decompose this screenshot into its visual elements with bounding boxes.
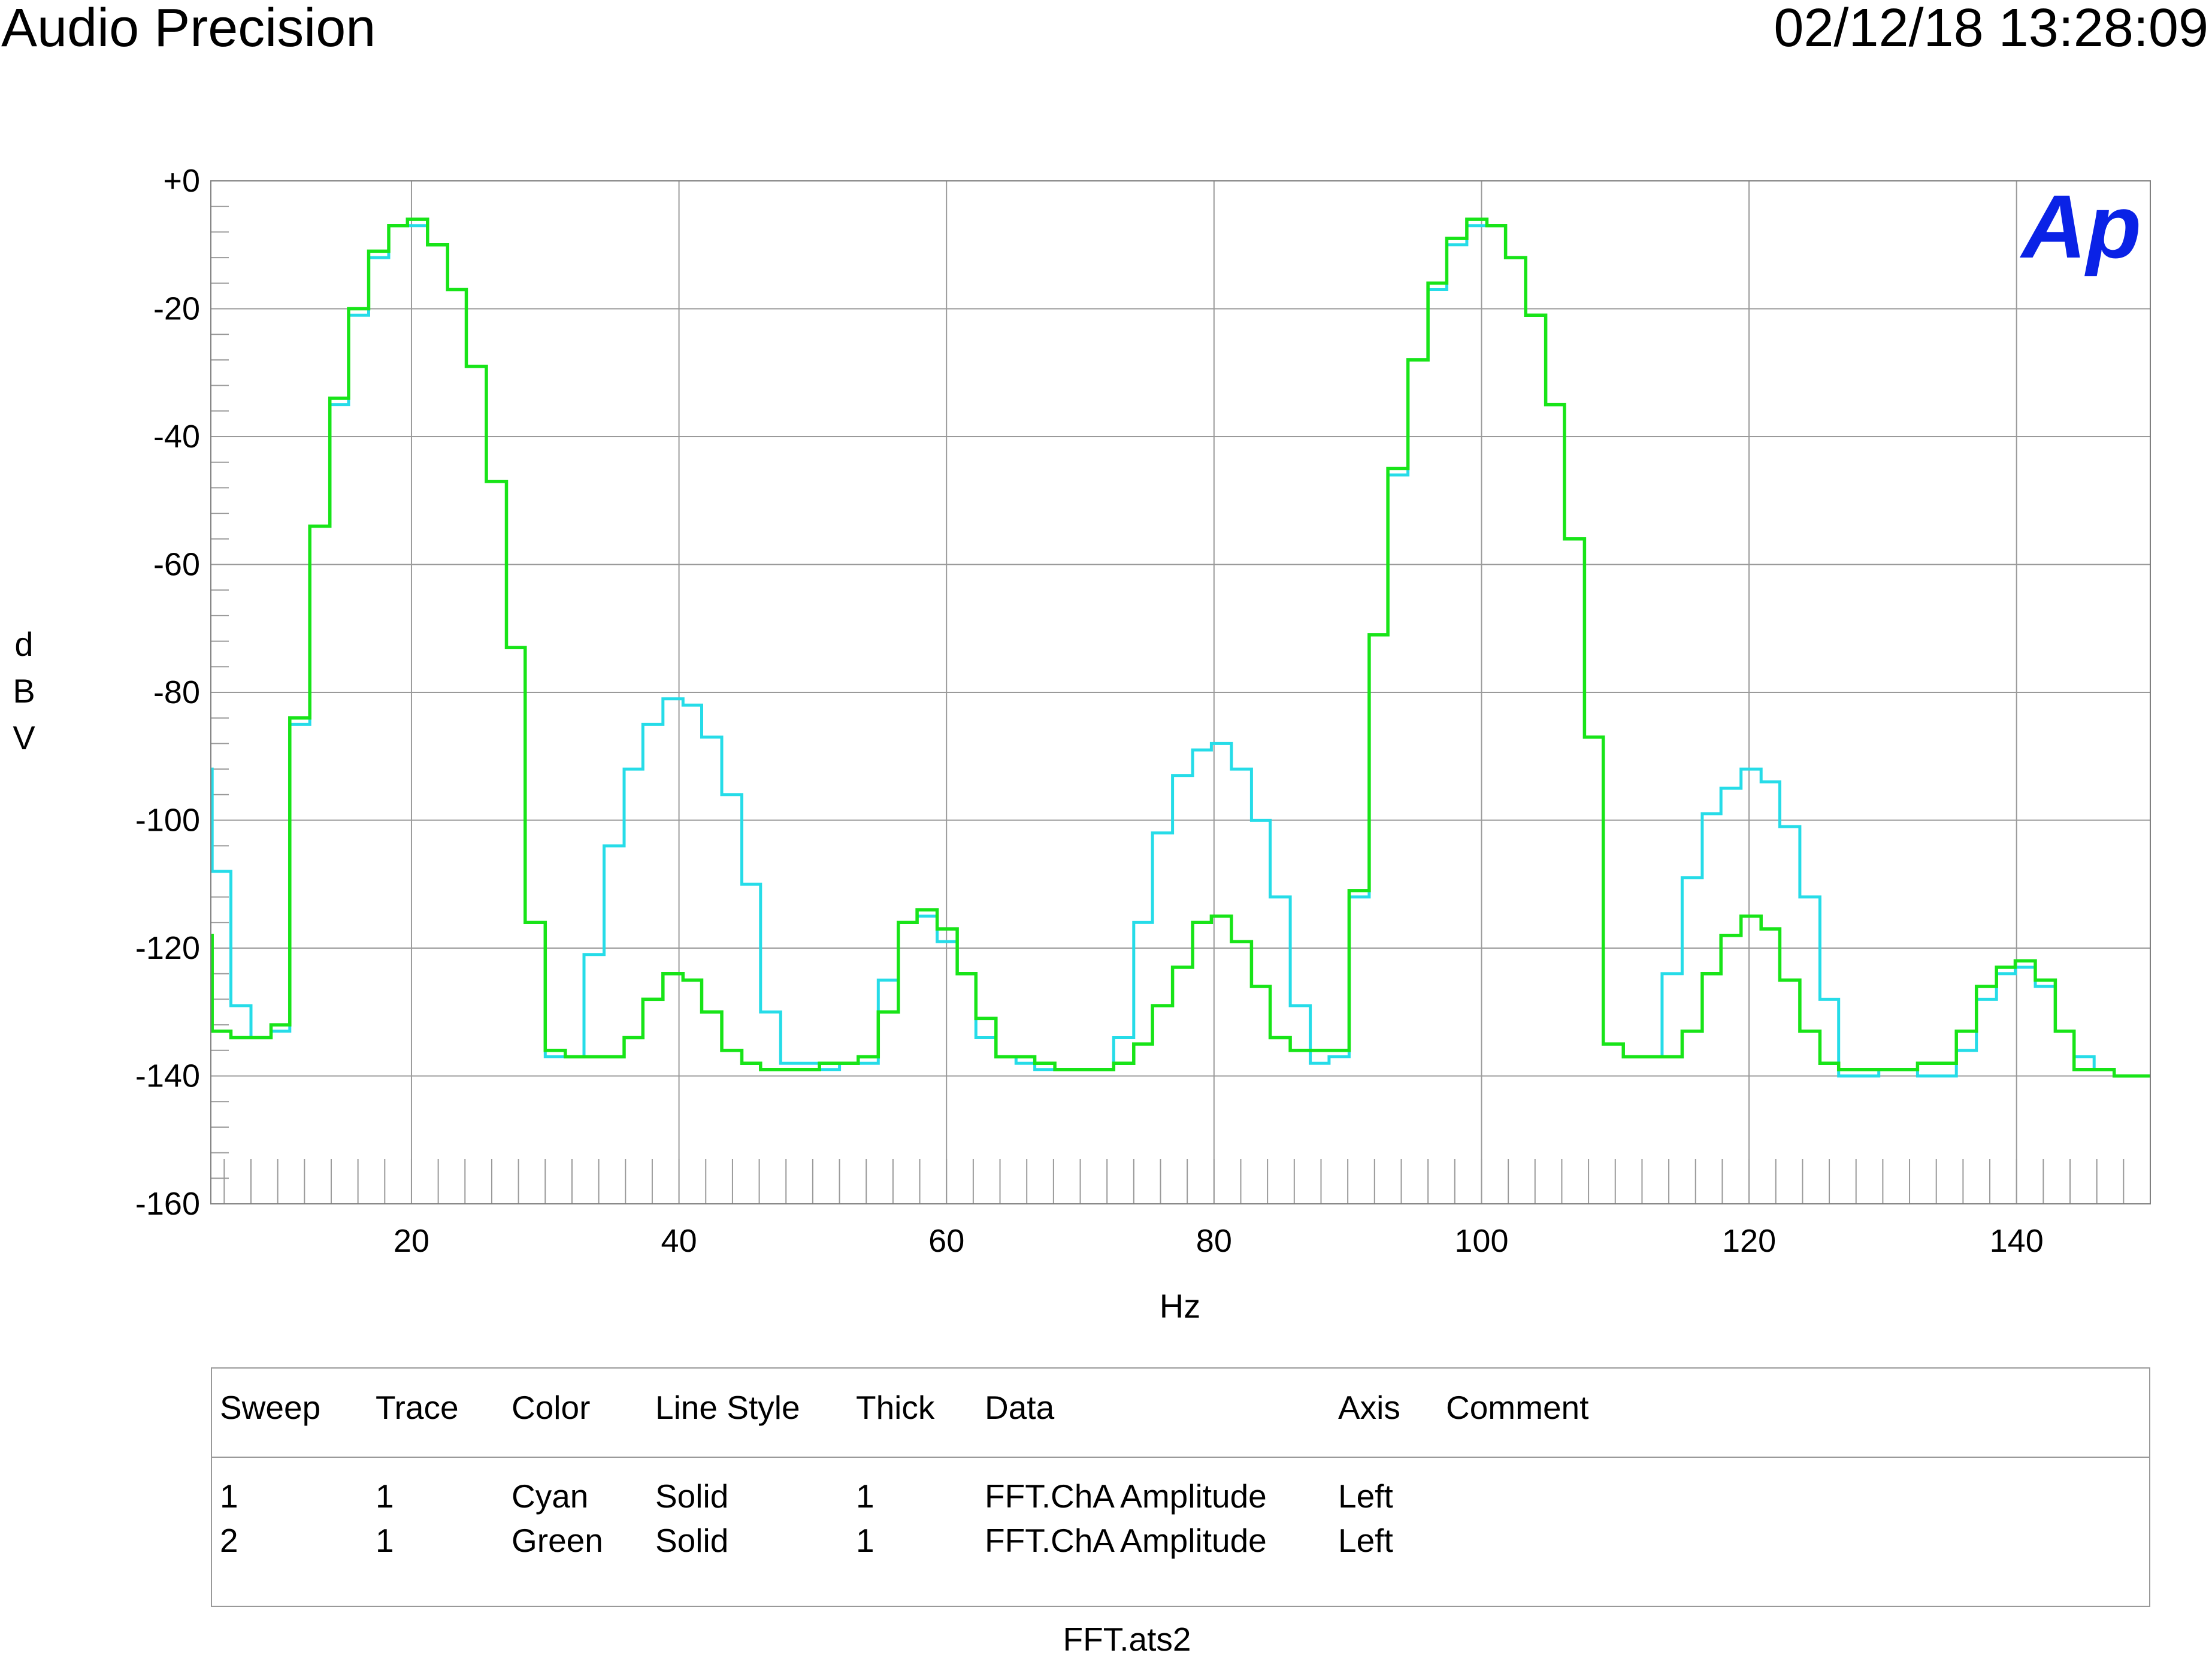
plot-frame [210, 180, 2151, 1204]
legend-table: Sweep Trace Color Line Style Thick Data Axis Co… [211, 1367, 2150, 1607]
legend-header-comment: Comment [1446, 1389, 1589, 1426]
legend-cell-color: Green [512, 1522, 603, 1559]
x-axis-title: Hz [1160, 1287, 1200, 1325]
legend-header-color: Color [512, 1389, 591, 1426]
report-title: Audio Precision [1, 0, 376, 58]
legend-cell-trace: 1 [376, 1522, 394, 1559]
legend-row: 2 1 Green Solid 1 FFT.ChA Amplitude Left [212, 1524, 2149, 1569]
x-tick-labels: 20 40 60 80 100 120 140 [394, 1223, 2044, 1259]
legend-cell-axis: Left [1338, 1478, 1393, 1515]
series-line-2 [210, 217, 2150, 1078]
y-tick-label: -60 [153, 547, 200, 583]
y-tick-label: -80 [153, 674, 200, 710]
x-tick-label: 20 [394, 1223, 429, 1259]
y-tick-label: +0 [163, 163, 200, 199]
y-axis-title-letter: B [13, 672, 35, 710]
y-tick-label: -120 [135, 930, 200, 966]
grid [211, 180, 2150, 1204]
footer-filename-wrap: FFT.ats2 [0, 1623, 2212, 1656]
footer-filename: FFT.ats2 [1063, 1621, 1191, 1658]
legend-cell-data: FFT.ChA Amplitude [985, 1522, 1267, 1559]
y-tick-labels: +0 -20 -40 -60 -80 -100 -120 -140 -160 [135, 163, 200, 1222]
legend-cell-trace: 1 [376, 1478, 394, 1515]
y-axis-title: dBV [13, 625, 35, 756]
x-tick-label: 140 [1990, 1223, 2044, 1259]
legend-cell-axis: Left [1338, 1522, 1393, 1559]
legend-header-axis: Axis [1338, 1389, 1400, 1426]
x-tick-label: 120 [1722, 1223, 1776, 1259]
legend-header-row: Sweep Trace Color Line Style Thick Data Axis Co… [212, 1369, 2149, 1458]
y-tick-label: -160 [135, 1186, 200, 1222]
y-tick-label: -20 [153, 291, 200, 327]
legend-cell-thick: 1 [856, 1522, 874, 1559]
legend-header-line-style: Line Style [655, 1389, 800, 1426]
legend-row: 1 1 Cyan Solid 1 FFT.ChA Amplitude Left [212, 1480, 2149, 1524]
x-tick-label: 100 [1454, 1223, 1508, 1259]
y-tick-label: -40 [153, 419, 200, 455]
legend-cell-sweep: 1 [220, 1478, 238, 1515]
legend-cell-sweep: 2 [220, 1522, 238, 1559]
legend-cell-thick: 1 [856, 1478, 874, 1515]
y-tick-label: -140 [135, 1058, 200, 1094]
legend-cell-line-style: Solid [655, 1478, 729, 1515]
ap-logo: Ap [2019, 176, 2141, 277]
legend-header-data: Data [985, 1389, 1055, 1426]
legend-cell-color: Cyan [512, 1478, 589, 1515]
y-axis-title-letter: d [14, 625, 33, 663]
legend-cell-line-style: Solid [655, 1522, 729, 1559]
x-tick-label: 40 [661, 1223, 697, 1259]
legend-header-thick: Thick [856, 1389, 935, 1426]
fft-chart: +0 -20 -40 -60 -80 -100 -120 -140 -160 20 40 60 80 1… [13, 163, 2151, 1325]
legend-header-trace: Trace [376, 1389, 459, 1426]
report-timestamp: 02/12/18 13:28:09 [1774, 0, 2208, 58]
series-layer [210, 217, 2150, 1078]
x-tick-label: 60 [928, 1223, 964, 1259]
y-tick-label: -100 [135, 803, 200, 839]
legend-header-sweep: Sweep [220, 1389, 321, 1426]
y-axis-title-letter: V [13, 719, 35, 756]
x-tick-label: 80 [1196, 1223, 1232, 1259]
legend-cell-data: FFT.ChA Amplitude [985, 1478, 1267, 1515]
